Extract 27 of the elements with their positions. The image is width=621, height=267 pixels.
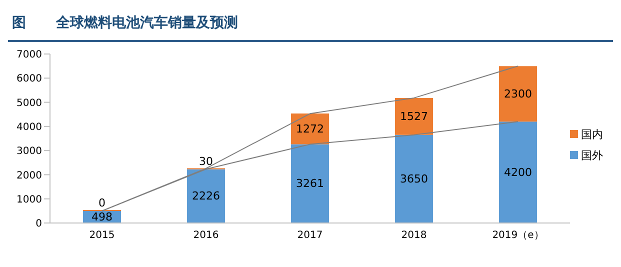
data-label: 1272 (296, 122, 324, 136)
x-tick-label: 2018 (401, 230, 427, 242)
data-label: 2226 (192, 190, 220, 203)
data-label: 30 (199, 154, 213, 168)
x-tick-label: 2016 (193, 230, 219, 242)
y-tick-label: 6000 (16, 74, 42, 85)
x-tick-label: 2019（e） (492, 230, 544, 242)
x-tick-label: 2015 (89, 230, 115, 242)
y-tick-label: 2000 (16, 170, 42, 182)
legend-label: 国外 (581, 148, 603, 162)
x-tick-label: 2017 (297, 230, 323, 242)
y-tick-label: 3000 (16, 146, 42, 158)
data-label: 4200 (504, 166, 532, 179)
y-tick-label: 4000 (16, 122, 42, 133)
y-tick-label: 7000 (16, 50, 42, 61)
data-label: 2300 (504, 87, 532, 100)
data-label: 498 (92, 210, 112, 224)
data-label: 3650 (400, 172, 428, 186)
text: 图 (12, 14, 26, 32)
chart-title: 全球燃料电池汽车销量及预测 (56, 14, 238, 32)
data-label: 0 (98, 196, 106, 210)
data-label: 3261 (296, 177, 324, 190)
y-tick-label: 1000 (16, 194, 42, 206)
legend-label: 国内 (581, 126, 603, 142)
y-tick-label: 5000 (16, 98, 42, 109)
y-tick-label: 0 (36, 218, 42, 230)
data-label: 1527 (400, 110, 428, 123)
